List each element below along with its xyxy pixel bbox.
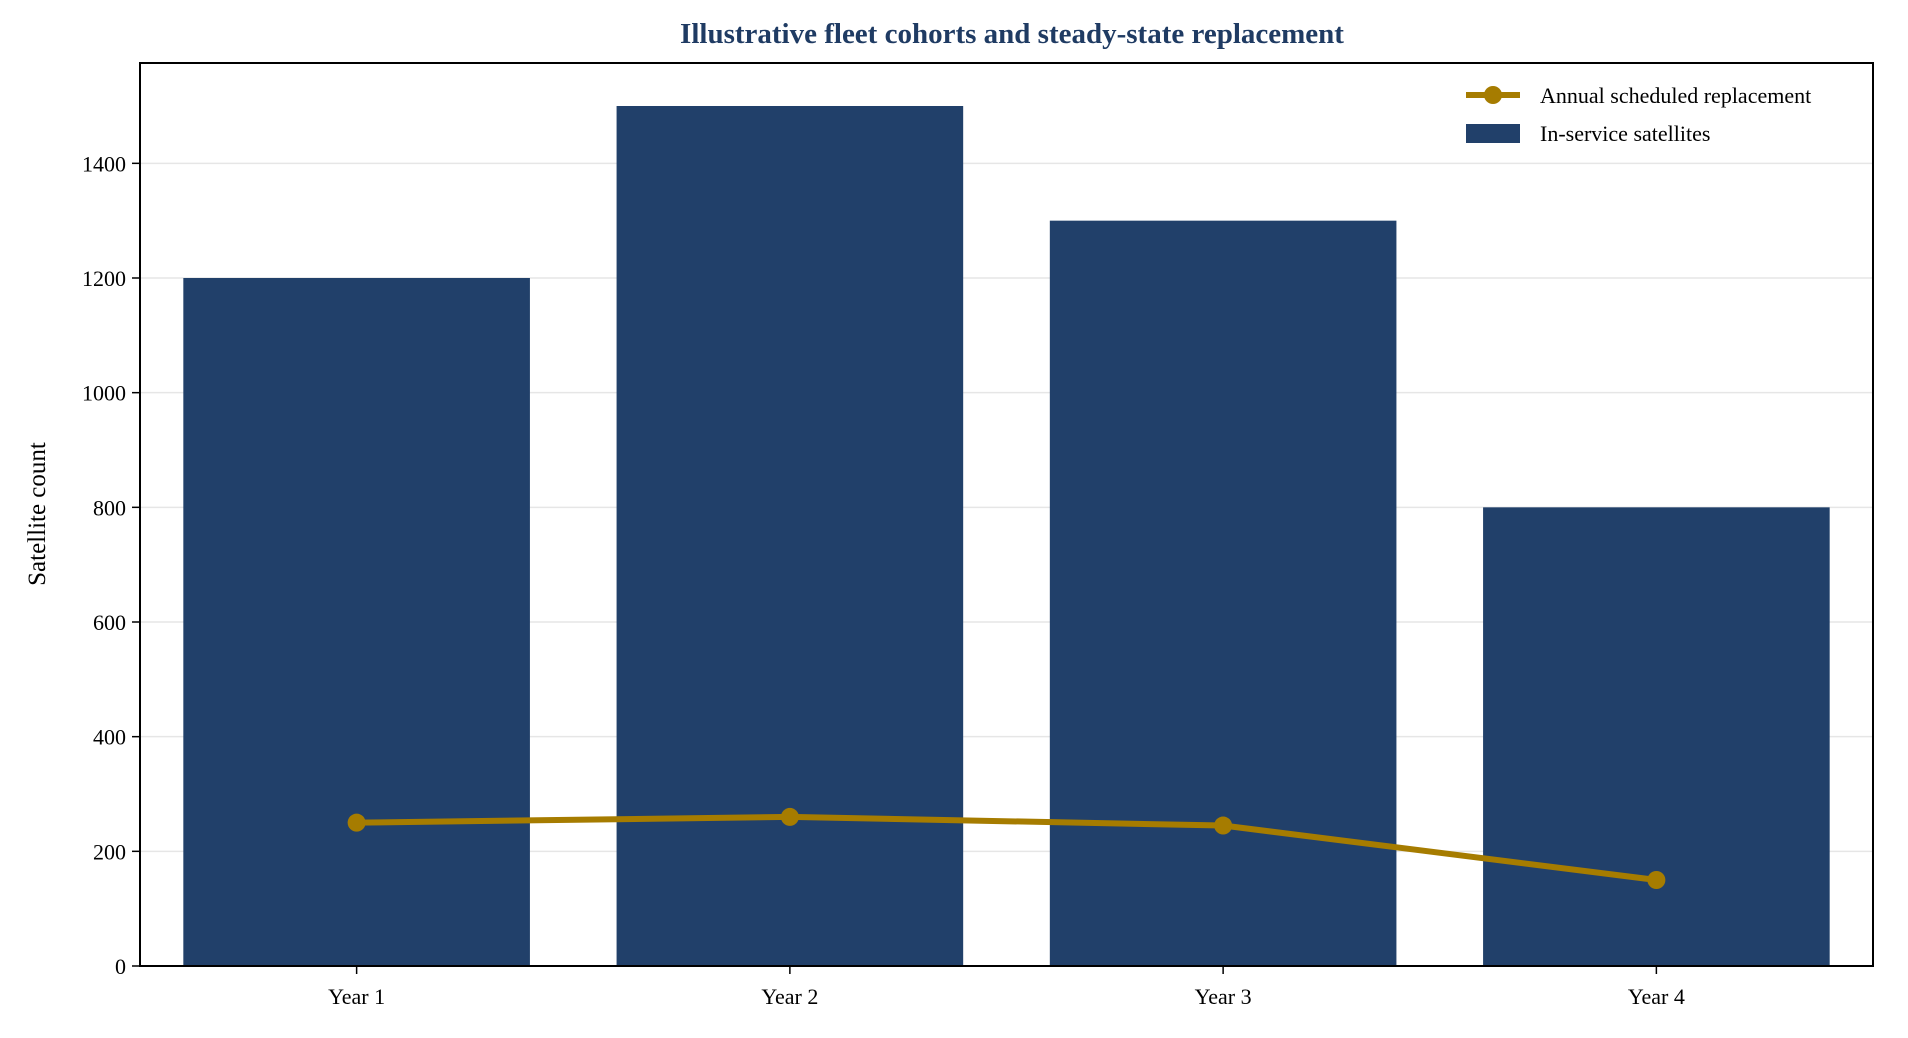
y-tick-label: 1000 (82, 381, 126, 406)
x-tick-label: Year 4 (1628, 984, 1685, 1009)
chart-title: Illustrative fleet cohorts and steady-st… (680, 18, 1344, 50)
y-tick-label: 600 (93, 610, 126, 635)
line-layer (347, 807, 1666, 889)
legend-label-satellites: In-service satellites (1540, 121, 1710, 146)
bars-layer (183, 106, 1830, 966)
y-tick-label: 1200 (82, 266, 126, 291)
y-tick-label: 200 (93, 839, 126, 864)
plot-frame (139, 62, 1874, 967)
x-axis: Year 1 Year 2 Year 3 Year 4 (328, 966, 1685, 1009)
bar-2 (616, 106, 964, 966)
replacement-point-1 (347, 813, 366, 832)
legend-label-replacement: Annual scheduled replacement (1540, 83, 1811, 108)
bar-4 (1483, 507, 1830, 966)
replacement-point-3 (1214, 816, 1233, 835)
x-tick-label: Year 1 (328, 984, 385, 1009)
x-tick-label: Year 2 (761, 984, 818, 1009)
legend-bar-swatch (1466, 124, 1520, 143)
y-axis-label: Satellite count (24, 442, 51, 586)
y-tick-label: 800 (93, 495, 126, 520)
replacement-line (353, 813, 1660, 883)
x-tick-label: Year 3 (1195, 984, 1252, 1009)
legend: Annual scheduled replacement In-service s… (1466, 83, 1811, 146)
replacement-point-4 (1647, 871, 1666, 889)
bar-3 (1049, 220, 1397, 966)
y-axis: 0 200 400 600 800 1000 1200 1400 (82, 151, 140, 979)
legend-line-marker (1484, 86, 1502, 104)
replacement-point-2 (780, 807, 799, 826)
y-tick-label: 400 (93, 725, 126, 750)
y-tick-label: 1400 (82, 151, 126, 176)
bar-1 (183, 278, 530, 966)
y-tick-label: 0 (115, 954, 126, 979)
